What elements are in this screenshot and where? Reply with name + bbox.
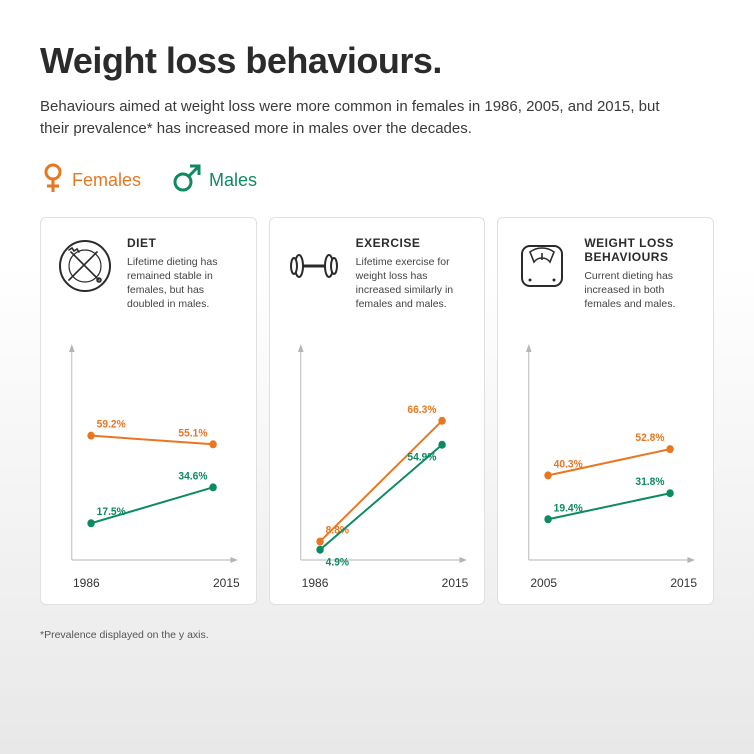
panel-behaviours: WEIGHT LOSS BEHAVIOURS Current dieting h…: [497, 217, 714, 605]
footnote: *Prevalence displayed on the y axis.: [40, 629, 714, 641]
panels-row: DIET Lifetime dieting has remained stabl…: [40, 217, 714, 605]
panel-exercise: EXERCISE Lifetime exercise for weight lo…: [269, 217, 486, 605]
panel-exercise-title: EXERCISE: [356, 236, 471, 250]
svg-text:17.5%: 17.5%: [97, 505, 127, 517]
panel-diet-desc: Lifetime dieting has remained stable in …: [127, 255, 242, 312]
panel-exercise-desc: Lifetime exercise for weight loss has in…: [356, 255, 471, 312]
legend-females-label: Females: [72, 170, 141, 191]
chart-diet: 59.2% 55.1% 17.5% 34.6%: [55, 338, 242, 568]
panel-diet: DIET Lifetime dieting has remained stabl…: [40, 217, 257, 605]
female-symbol-icon: [40, 162, 66, 199]
male-symbol-icon: [171, 162, 203, 199]
chart-behaviours: 40.3% 52.8% 19.4% 31.8%: [512, 338, 699, 568]
svg-text:59.2%: 59.2%: [97, 418, 127, 430]
page-subtitle: Behaviours aimed at weight loss were mor…: [40, 96, 690, 140]
svg-text:31.8%: 31.8%: [636, 475, 666, 487]
legend-females: Females: [40, 162, 141, 199]
scale-icon: [512, 236, 572, 296]
chart-behaviours-xlabel-end: 2015: [670, 576, 697, 590]
svg-text:54.9%: 54.9%: [407, 451, 437, 463]
panel-behaviours-title: WEIGHT LOSS BEHAVIOURS: [584, 236, 699, 264]
legend: Females Males: [40, 162, 714, 199]
plate-cutlery-icon: [55, 236, 115, 296]
svg-text:52.8%: 52.8%: [636, 431, 666, 443]
chart-behaviours-xlabel-start: 2005: [530, 576, 557, 590]
dumbbell-icon: [284, 236, 344, 296]
page-title: Weight loss behaviours.: [40, 40, 714, 82]
chart-exercise-xlabel-end: 2015: [442, 576, 469, 590]
svg-text:55.1%: 55.1%: [178, 426, 208, 438]
svg-text:19.4%: 19.4%: [554, 501, 584, 513]
svg-text:4.9%: 4.9%: [325, 556, 349, 568]
chart-exercise: 8.8%66.3%4.9%54.9%: [284, 338, 471, 568]
svg-text:40.3%: 40.3%: [554, 458, 584, 470]
panel-diet-title: DIET: [127, 236, 242, 250]
chart-diet-xlabel-end: 2015: [213, 576, 240, 590]
svg-text:34.6%: 34.6%: [178, 470, 208, 482]
legend-males: Males: [171, 162, 257, 199]
svg-text:66.3%: 66.3%: [407, 403, 437, 415]
chart-diet-xlabel-start: 1986: [73, 576, 100, 590]
legend-males-label: Males: [209, 170, 257, 191]
panel-behaviours-desc: Current dieting has increased in both fe…: [584, 269, 699, 312]
chart-exercise-xlabel-start: 1986: [302, 576, 329, 590]
